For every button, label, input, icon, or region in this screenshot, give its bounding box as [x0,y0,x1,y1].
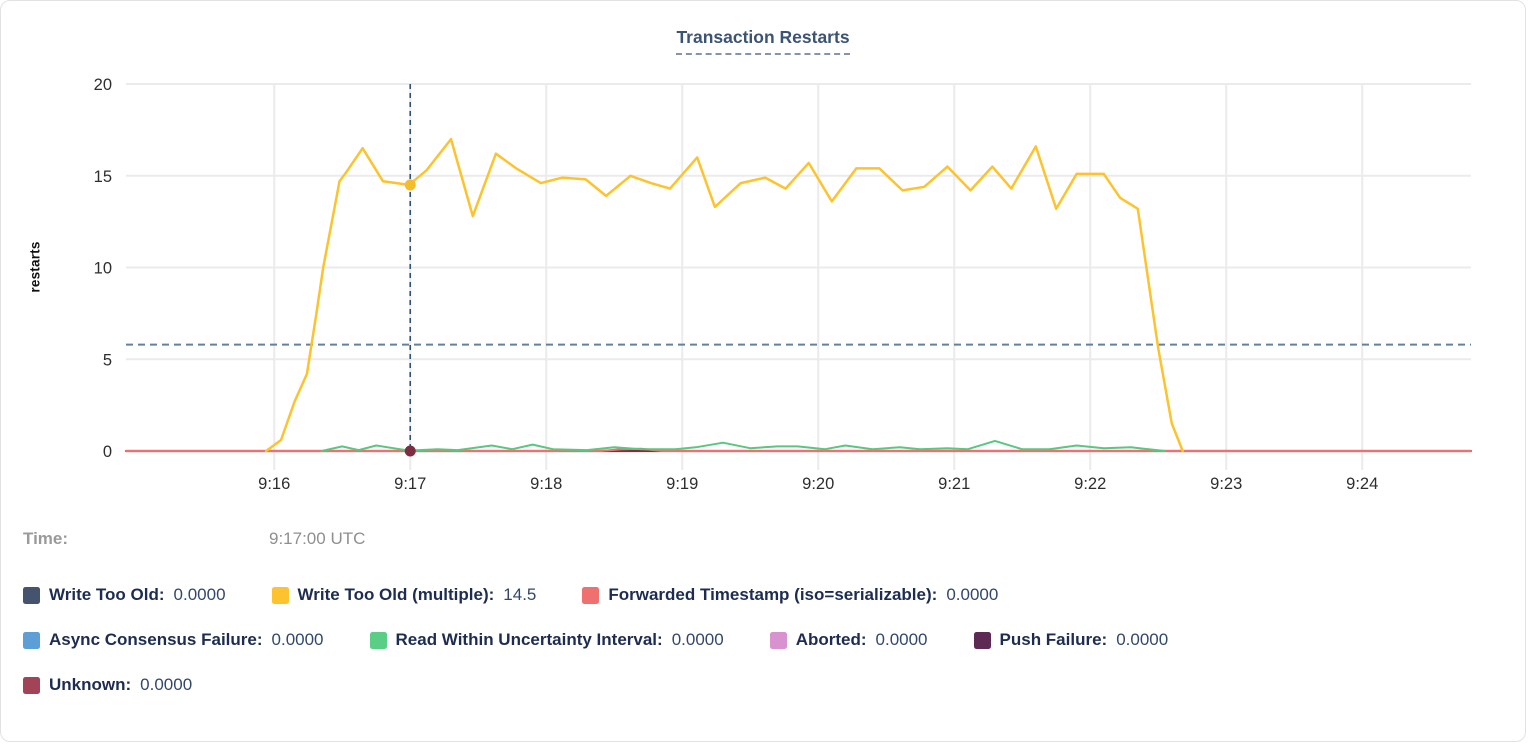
legend-swatch-icon [769,631,787,649]
hover-point-marker [404,445,416,457]
legend-item: Push Failure: 0.0000 [973,630,1169,650]
series-line-read-within-uncertainty-interval [320,439,1166,452]
x-tick-label: 9:22 [1074,475,1106,493]
x-tick-label: 9:18 [530,475,562,493]
x-tick-label: 9:21 [938,475,970,493]
legend-row: Write Too Old: 0.0000 Write Too Old (multi… [23,585,998,605]
legend-label: Write Too Old: [49,585,165,604]
hover-time-row: Time: 9:17:00 UTC [23,529,1503,549]
legend-value: 14.5 [503,585,537,604]
legend-swatch-icon [369,631,387,649]
hover-time-label: Time: [23,529,69,548]
chart-title-text[interactable]: Transaction Restarts [676,27,850,55]
line-chart-plot-area[interactable]: 0 5 10 15 20 9:16 9:17 9:18 9:19 9:20 9:21 9:22 9:23… [1,1,1526,513]
legend-label: Write Too Old (multiple): [297,585,495,604]
legend-swatch-icon [23,676,40,694]
legend-label: Aborted: [795,630,867,649]
y-tick-label: 10 [94,260,112,278]
chart-title: Transaction Restarts [1,27,1525,55]
hover-point-marker [404,179,416,191]
y-tick-label: 15 [94,168,112,186]
legend-value: 0.0000 [671,630,724,649]
legend-value: 0.0000 [875,630,928,649]
legend-item: Write Too Old: 0.0000 [23,585,226,605]
x-tick-label: 9:19 [666,475,698,493]
legend-item: Read Within Uncertainty Interval: 0.0000 [369,630,724,650]
hover-time-value: 9:17:00 UTC [269,529,366,548]
legend-item: Unknown: 0.0000 [23,675,192,695]
y-tick-label: 20 [94,76,112,94]
legend-row: Unknown: 0.0000 [23,675,192,695]
y-tick-label: 5 [103,351,112,369]
legend-label: Async Consensus Failure: [49,630,263,649]
legend-item: Async Consensus Failure: 0.0000 [23,630,324,650]
legend-label: Read Within Uncertainty Interval: [395,630,663,649]
legend-item: Aborted: 0.0000 [769,630,928,650]
legend-value: 0.0000 [140,675,193,694]
legend-swatch-icon [23,586,40,604]
x-tick-label: 9:17 [394,475,426,493]
legend-item: Write Too Old (multiple): 14.5 [271,585,537,605]
legend-value: 0.0000 [1116,630,1169,649]
x-tick-label: 9:24 [1346,475,1378,493]
legend-value: 0.0000 [946,585,999,604]
legend-label: Forwarded Timestamp (iso=serializable): [608,585,938,604]
legend-swatch-icon [582,586,600,604]
x-tick-label: 9:23 [1210,475,1242,493]
legend-swatch-icon [23,631,40,649]
legend-value: 0.0000 [173,585,226,604]
legend-label: Push Failure: [999,630,1108,649]
legend-swatch-icon [973,631,991,649]
legend-item: Forwarded Timestamp (iso=serializable): 0… [582,585,998,605]
legend-swatch-icon [271,586,289,604]
legend-label: Unknown: [49,675,132,694]
series-line-write-too-old-multiple- [264,137,1184,453]
legend-row: Async Consensus Failure: 0.0000 Read Withi… [23,630,1168,650]
legend-value: 0.0000 [271,630,324,649]
x-tick-label: 9:16 [258,475,290,493]
x-tick-label: 9:20 [802,475,834,493]
y-tick-label: 0 [103,443,112,461]
